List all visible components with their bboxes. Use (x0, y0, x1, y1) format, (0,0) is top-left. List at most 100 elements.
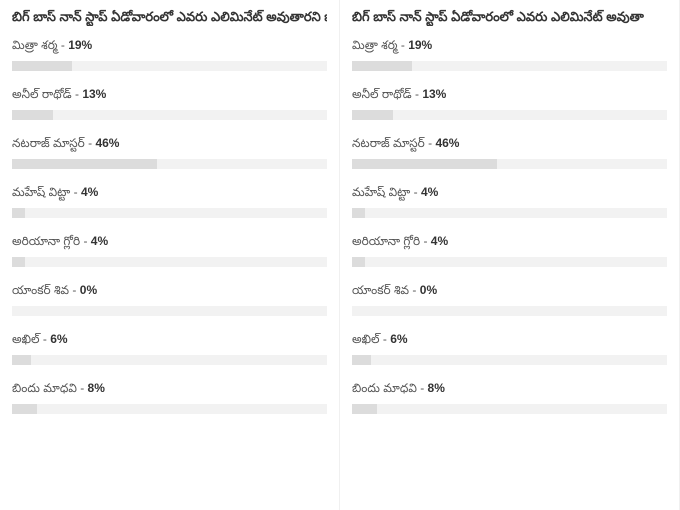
poll-item-label: అరియానా గ్లోరి - 4% (352, 234, 667, 251)
poll-item-name: మిత్రా శర్మ (352, 38, 398, 52)
poll-item-percent: 4% (431, 234, 448, 248)
poll-item-label: నటరాజ్ మాస్టర్ - 46% (352, 136, 667, 153)
poll-item-label: మహేష్ విట్టా - 4% (352, 185, 667, 202)
poll-item-name: మహేష్ విట్టా (352, 185, 410, 199)
poll-column-left: బిగ్ బాస్ నాన్ స్టాప్ ఏడోవారంలో ఎవరు ఎలి… (0, 0, 340, 510)
poll-item-name: అఖిల్ (352, 332, 380, 346)
poll-bar-track (352, 208, 667, 218)
poll-bar-track (352, 355, 667, 365)
poll-bar-fill (12, 61, 72, 71)
poll-item: యాంకర్ శివ - 0% (12, 283, 327, 316)
poll-item-percent: 13% (82, 87, 106, 101)
poll-bar-fill (12, 355, 31, 365)
poll-bar-fill (352, 404, 377, 414)
poll-item: యాంకర్ శివ - 0% (352, 283, 667, 316)
poll-bar-track (352, 257, 667, 267)
poll-bar-track (12, 208, 327, 218)
poll-bar-fill (352, 110, 393, 120)
poll-bar-track (12, 306, 327, 316)
poll-item-name: మిత్రా శర్మ (12, 38, 58, 52)
poll-item-percent: 4% (81, 185, 98, 199)
poll-item: అరియానా గ్లోరి - 4% (352, 234, 667, 267)
poll-item-name: నటరాజ్ మాస్టర్ (12, 136, 85, 150)
poll-item-label: బిందు మాధవి - 8% (12, 381, 327, 398)
poll-item-percent: 6% (390, 332, 407, 346)
poll-bar-fill (12, 208, 25, 218)
poll-bar-track (12, 404, 327, 414)
poll-item-percent: 46% (435, 136, 459, 150)
poll-item: అరియానా గ్లోరి - 4% (12, 234, 327, 267)
poll-title: బిగ్ బాస్ నాన్ స్టాప్ ఏడోవారంలో ఎవరు ఎలి… (12, 8, 327, 26)
poll-item-percent: 46% (95, 136, 119, 150)
poll-item-percent: 4% (91, 234, 108, 248)
poll-column-right: బిగ్ బాస్ నాన్ స్టాప్ ఏడోవారంలో ఎవరు ఎలి… (340, 0, 680, 510)
poll-bar-fill (352, 208, 365, 218)
poll-bar-track (12, 159, 327, 169)
poll-item: మిత్రా శర్మ - 19% (12, 38, 327, 71)
poll-bar-track (12, 61, 327, 71)
poll-item: బిందు మాధవి - 8% (12, 381, 327, 414)
poll-bar-fill (12, 404, 37, 414)
poll-bar-track (352, 404, 667, 414)
poll-item: నటరాజ్ మాస్టర్ - 46% (12, 136, 327, 169)
poll-item: అఖిల్ - 6% (352, 332, 667, 365)
poll-item-percent: 13% (422, 87, 446, 101)
poll-item: నటరాజ్ మాస్టర్ - 46% (352, 136, 667, 169)
poll-item-percent: 0% (80, 283, 97, 297)
poll-items-left: మిత్రా శర్మ - 19% అనీల్ రాథోడ్ - 13% నటరాజ… (12, 38, 327, 414)
poll-bar-fill (352, 355, 371, 365)
poll-item-name: అఖిల్ (12, 332, 40, 346)
poll-item-label: మిత్రా శర్మ - 19% (12, 38, 327, 55)
poll-item-name: మహేష్ విట్టా (12, 185, 70, 199)
poll-item: అనీల్ రాథోడ్ - 13% (12, 87, 327, 120)
poll-bar-track (12, 257, 327, 267)
poll-item: మహేష్ విట్టా - 4% (352, 185, 667, 218)
poll-bar-track (12, 110, 327, 120)
poll-item-label: మహేష్ విట్టా - 4% (12, 185, 327, 202)
poll-title: బిగ్ బాస్ నాన్ స్టాప్ ఏడోవారంలో ఎవరు ఎలి… (352, 8, 667, 26)
poll-item-percent: 0% (420, 283, 437, 297)
poll-item-label: బిందు మాధవి - 8% (352, 381, 667, 398)
poll-item-name: అరియానా గ్లోరి (352, 234, 420, 248)
poll-bar-fill (352, 257, 365, 267)
poll-bar-track (352, 159, 667, 169)
poll-item-percent: 19% (68, 38, 92, 52)
poll-item-label: నటరాజ్ మాస్టర్ - 46% (12, 136, 327, 153)
poll-item-percent: 8% (428, 381, 445, 395)
poll-bar-track (352, 306, 667, 316)
poll-bar-track (12, 355, 327, 365)
poll-item-percent: 4% (421, 185, 438, 199)
poll-item-label: అరియానా గ్లోరి - 4% (12, 234, 327, 251)
poll-item-name: అనీల్ రాథోడ్ (352, 87, 412, 101)
poll-item-name: బిందు మాధవి (352, 381, 417, 395)
poll-item-label: అనీల్ రాథోడ్ - 13% (352, 87, 667, 104)
poll-item-label: యాంకర్ శివ - 0% (352, 283, 667, 300)
poll-item-label: మిత్రా శర్మ - 19% (352, 38, 667, 55)
poll-item-name: యాంకర్ శివ (352, 283, 409, 297)
poll-item-percent: 8% (88, 381, 105, 395)
poll-item: అనీల్ రాథోడ్ - 13% (352, 87, 667, 120)
poll-item-name: యాంకర్ శివ (12, 283, 69, 297)
poll-bar-fill (352, 61, 412, 71)
poll-item-name: అరియానా గ్లోరి (12, 234, 80, 248)
poll-bar-fill (352, 159, 497, 169)
poll-bar-track (352, 61, 667, 71)
poll-item-percent: 6% (50, 332, 67, 346)
poll-item-name: అనీల్ రాథోడ్ (12, 87, 72, 101)
poll-item: అఖిల్ - 6% (12, 332, 327, 365)
poll-item: బిందు మాధవి - 8% (352, 381, 667, 414)
poll-item-percent: 19% (408, 38, 432, 52)
poll-item-name: బిందు మాధవి (12, 381, 77, 395)
poll-bar-fill (12, 110, 53, 120)
poll-item-label: అఖిల్ - 6% (12, 332, 327, 349)
poll-bar-track (352, 110, 667, 120)
poll-item-name: నటరాజ్ మాస్టర్ (352, 136, 425, 150)
poll-items-right: మిత్రా శర్మ - 19% అనీల్ రాథోడ్ - 13% నటరాజ… (352, 38, 667, 414)
poll-item: మహేష్ విట్టా - 4% (12, 185, 327, 218)
poll-item: మిత్రా శర్మ - 19% (352, 38, 667, 71)
poll-item-label: యాంకర్ శివ - 0% (12, 283, 327, 300)
poll-item-label: అనీల్ రాథోడ్ - 13% (12, 87, 327, 104)
poll-bar-fill (12, 159, 157, 169)
poll-bar-fill (12, 257, 25, 267)
poll-item-label: అఖిల్ - 6% (352, 332, 667, 349)
